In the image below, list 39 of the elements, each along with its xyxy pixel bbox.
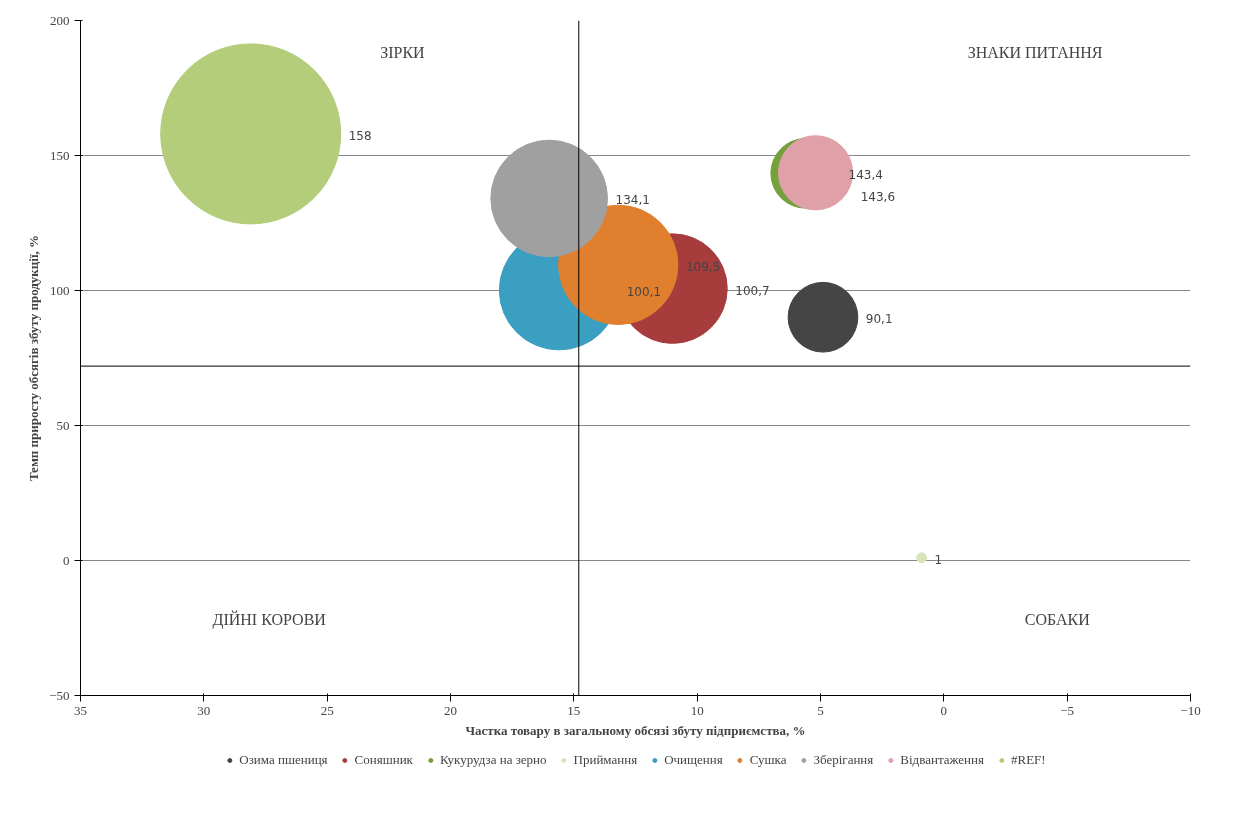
data-label: 109,5 [685,259,721,274]
x-tick-label: 5 [817,702,824,718]
data-label: 143,4 [848,168,883,183]
y-tick-label: 50 [56,417,70,433]
y-tick-label: 100 [50,282,70,298]
data-label: 1 [934,552,943,567]
data-label: 158 [348,128,372,143]
annotation: СОБАКИ [1024,611,1091,628]
x-tick-label: 10 [690,702,704,718]
y-tick-label: 0 [63,552,70,568]
x-tick-label: 20 [444,702,457,718]
legend-label: Зберігання [813,752,874,768]
legend-label: Озима пшениця [239,752,328,768]
x-tick-label: 15 [567,702,581,718]
x-tick-label: −10 [1180,702,1201,718]
legend-label: #REF! [1010,752,1046,768]
data-label: 134,1 [615,193,650,208]
annotation: ЗІРКИ [380,44,426,61]
legend-label: Приймання [573,752,638,768]
legend-label: Кукурудза на зерно [439,752,547,768]
y-tick-label: 150 [50,147,70,163]
x-tick-label: −5 [1060,702,1075,718]
x-tick-label: 25 [320,702,334,718]
legend-label: Соняшник [354,752,413,768]
x-tick-label: 0 [940,702,948,718]
x-tick-label: 35 [74,702,87,718]
annotation: ДІЙНІ КОРОВИ [212,610,327,629]
x-axis-title: Частка товару в загальному обсязі збуту підприємства, % [465,722,806,738]
y-tick-label: 200 [50,12,70,28]
x-tick-label: 30 [197,702,211,718]
data-label: 90,1 [865,312,893,327]
y-axis-title: Темп приросту обсягів збуту продукції, % [26,234,42,482]
data-label: 143,6 [860,189,896,204]
data-label: 100,1 [626,285,662,300]
legend-label: Очищення [664,752,723,768]
y-tick-label: −50 [49,687,70,703]
annotation: ЗНАКИ ПИТАННЯ [967,44,1103,61]
legend-label: Сушка [749,752,787,768]
legend-label: Відвантаження [900,752,984,768]
